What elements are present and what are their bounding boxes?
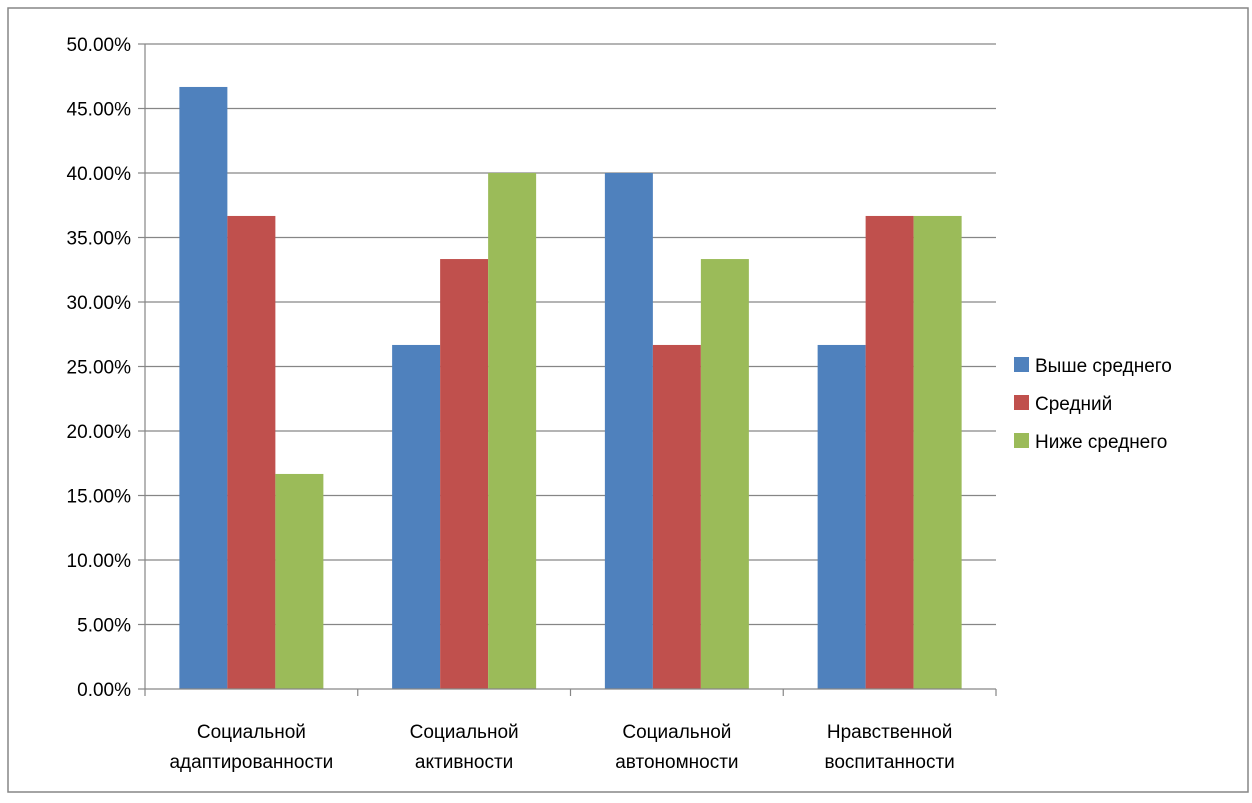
y-tick-label: 25.00% xyxy=(67,358,132,379)
x-tick-labels: Социальной адаптированности Социальной акти… xyxy=(169,722,954,773)
x-tick-label: автономности xyxy=(615,752,738,773)
y-tick-label: 0.00% xyxy=(77,680,131,701)
legend: Выше среднего Средний Ниже среднего xyxy=(1014,356,1172,453)
bar-2-1 xyxy=(227,215,276,689)
bar-1-2 xyxy=(392,344,441,689)
x-tick-label: воспитанности xyxy=(824,752,954,773)
bar-2-2 xyxy=(440,259,489,689)
y-tick-labels: 0.00% 5.00% 10.00% 15.00% 20.00% 25.00% 30.00%… xyxy=(67,35,132,701)
bar-1-4 xyxy=(817,344,866,689)
axes xyxy=(138,43,997,696)
legend-swatch xyxy=(1014,395,1029,410)
bar-3-1 xyxy=(275,473,324,689)
legend-label: Средний xyxy=(1035,394,1112,415)
bar-3-3 xyxy=(700,259,749,689)
legend-swatch xyxy=(1014,433,1029,448)
y-tick-label: 20.00% xyxy=(67,422,132,443)
bar-2-3 xyxy=(652,344,701,689)
y-tick-label: 40.00% xyxy=(67,164,132,185)
y-tick-label: 30.00% xyxy=(67,293,132,314)
y-tick-label: 15.00% xyxy=(67,487,132,508)
y-tick-label: 45.00% xyxy=(67,100,132,121)
y-tick-label: 5.00% xyxy=(77,616,131,637)
bar-1-1 xyxy=(179,86,228,689)
bar-1-3 xyxy=(604,173,653,689)
y-tick-label: 10.00% xyxy=(67,551,132,572)
x-tick-label: Социальной xyxy=(410,722,519,743)
legend-label: Ниже среднего xyxy=(1035,432,1167,453)
y-tick-label: 50.00% xyxy=(67,35,132,56)
legend-swatch xyxy=(1014,357,1029,372)
x-tick-label: адаптированности xyxy=(169,752,333,773)
x-tick-label: Нравственной xyxy=(827,722,953,743)
bars xyxy=(179,86,962,689)
bar-3-2 xyxy=(488,173,537,689)
x-tick-label: Социальной xyxy=(197,722,306,743)
legend-label: Выше среднего xyxy=(1035,356,1172,377)
bar-2-4 xyxy=(865,215,914,689)
x-tick-label: активности xyxy=(415,752,513,773)
y-tick-label: 35.00% xyxy=(67,229,132,250)
bar-3-4 xyxy=(913,215,962,689)
x-tick-label: Социальной xyxy=(622,722,731,743)
